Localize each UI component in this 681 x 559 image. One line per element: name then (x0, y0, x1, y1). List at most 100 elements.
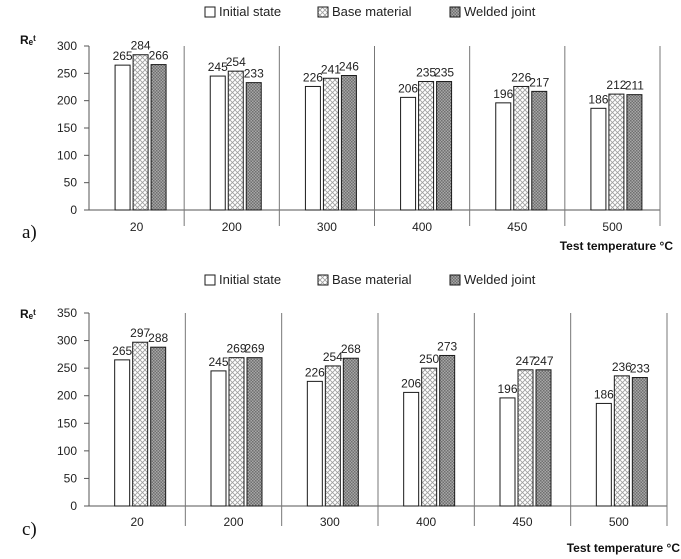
bar-1 (209, 75, 226, 211)
data-label: 226 (303, 70, 323, 84)
chart-panel-2: Initial state Base material Welded joint Rₑ… (20, 272, 680, 555)
legend-swatch-1 (204, 274, 216, 286)
data-label: 233 (244, 67, 264, 81)
x-tick-label: 450 (512, 515, 532, 529)
data-label: 246 (339, 60, 359, 74)
bar-3 (626, 94, 643, 211)
data-label: 226 (511, 70, 531, 84)
bar-1 (403, 391, 420, 507)
data-label: 206 (398, 81, 418, 95)
x-tick-label: 450 (507, 220, 527, 234)
bar-2 (324, 365, 341, 507)
data-label: 254 (323, 350, 343, 364)
legend-swatch-1 (204, 6, 216, 18)
legend-swatch-2 (317, 274, 329, 286)
x-axis-label: Test temperature °C (560, 239, 674, 253)
x-axis-label: Test temperature °C (567, 541, 681, 555)
y-tick-label: 200 (57, 94, 77, 108)
y-tick-label: 250 (57, 66, 77, 80)
data-label: 235 (434, 66, 454, 80)
data-label: 297 (130, 326, 150, 340)
bar-1 (590, 107, 607, 211)
bar-2 (421, 367, 438, 507)
chart-panel-1: Initial state Base material Welded joint Rₑ… (20, 4, 673, 253)
legend-label-1: Initial state (219, 272, 281, 287)
data-label: 273 (437, 339, 457, 353)
bar-2 (322, 77, 339, 211)
y-tick-label: 300 (57, 39, 77, 53)
legend-swatch-3 (449, 274, 461, 286)
bar-2 (228, 357, 245, 507)
x-tick-label: 300 (320, 515, 340, 529)
y-tick-label: 50 (64, 471, 78, 485)
y-tick-label: 100 (57, 148, 77, 162)
bar-3 (246, 357, 263, 507)
legend: Initial state Base material Welded joint (204, 4, 536, 19)
bar-1 (400, 96, 417, 211)
bar-3 (631, 377, 648, 507)
bar-2 (517, 369, 534, 507)
data-label: 196 (493, 87, 513, 101)
bar-1 (499, 397, 516, 507)
legend-label-3: Welded joint (464, 272, 536, 287)
x-tick-label: 500 (602, 220, 622, 234)
bar-2 (132, 54, 149, 211)
y-tick-label: 200 (57, 389, 77, 403)
bar-1 (114, 359, 131, 507)
x-tick-label: 300 (317, 220, 337, 234)
panel-label: a) (22, 222, 37, 243)
bar-1 (210, 370, 227, 507)
data-label: 236 (612, 360, 632, 374)
data-label: 206 (401, 376, 421, 390)
data-label: 235 (416, 66, 436, 80)
data-label: 226 (305, 365, 325, 379)
x-tick-label: 500 (609, 515, 629, 529)
panel-label: c) (22, 519, 37, 540)
bar-1 (306, 380, 323, 507)
y-tick-label: 0 (70, 203, 77, 217)
data-label: 269 (226, 342, 246, 356)
data-label: 241 (321, 62, 341, 76)
bar-3 (150, 346, 167, 507)
bar-3 (340, 75, 357, 211)
data-label: 265 (112, 344, 132, 358)
data-label: 284 (131, 39, 151, 53)
bar-2 (513, 85, 530, 211)
x-tick-label: 400 (416, 515, 436, 529)
legend-label-2: Base material (332, 272, 412, 287)
bar-2 (613, 375, 630, 507)
data-label: 254 (226, 55, 246, 69)
bar-1 (304, 85, 321, 211)
legend-label-2: Base material (332, 4, 412, 19)
y-axis-label: Rₑᵗ (20, 307, 36, 321)
data-label: 250 (419, 352, 439, 366)
x-tick-label: 200 (222, 220, 242, 234)
data-label: 245 (208, 355, 228, 369)
data-label: 268 (341, 342, 361, 356)
x-tick-label: 400 (412, 220, 432, 234)
data-label: 186 (588, 92, 608, 106)
bar-3 (531, 90, 548, 211)
data-label: 265 (113, 49, 133, 63)
data-label: 245 (208, 60, 228, 74)
data-label: 247 (533, 354, 553, 368)
y-tick-label: 250 (57, 361, 77, 375)
bar-2 (132, 341, 149, 507)
bar-3 (436, 81, 453, 211)
data-label: 196 (497, 382, 517, 396)
y-tick-label: 50 (64, 176, 78, 190)
y-tick-label: 0 (70, 499, 77, 513)
y-axis-label: Rₑᵗ (20, 33, 36, 47)
legend-swatch-2 (317, 6, 329, 18)
y-tick-label: 150 (57, 416, 77, 430)
y-tick-label: 350 (57, 306, 77, 320)
data-label: 217 (529, 75, 549, 89)
x-tick-label: 20 (130, 220, 144, 234)
bar-3 (535, 369, 552, 507)
bar-1 (595, 402, 612, 507)
data-label: 212 (606, 78, 626, 92)
bar-1 (495, 102, 512, 211)
y-tick-label: 100 (57, 444, 77, 458)
legend-label-1: Initial state (219, 4, 281, 19)
